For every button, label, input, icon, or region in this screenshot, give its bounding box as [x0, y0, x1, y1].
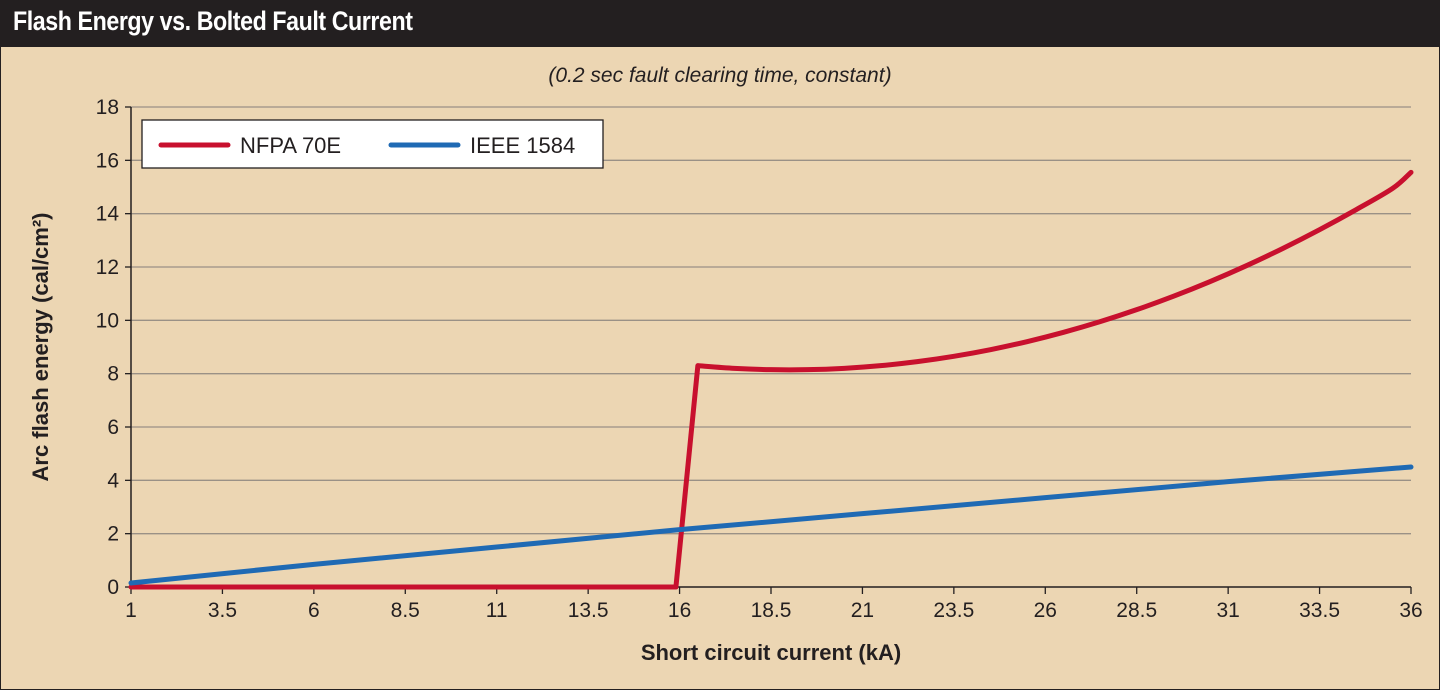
x-tick-labels: 1 3.5 6 8.5 11 13.5 16 18.5 21 23.5 26 28.5 31 33.5 36 — [125, 599, 1423, 622]
grid-lines — [131, 106, 1411, 535]
chart-subtitle: (0.2 sec fault clearing time, constant) — [548, 64, 891, 87]
x-tick-label: 33.5 — [1299, 599, 1340, 622]
x-tick-label: 31 — [1216, 599, 1239, 622]
x-tick-label: 23.5 — [933, 599, 974, 622]
y-tick-label: 12 — [96, 256, 119, 279]
x-tick-label: 11 — [486, 599, 508, 622]
chart-title: Flash Energy vs. Bolted Fault Current — [13, 6, 413, 36]
x-tick-label: 36 — [1399, 599, 1422, 622]
y-tick-label: 0 — [107, 576, 119, 599]
y-tick-label: 16 — [96, 149, 119, 172]
series-lines — [128, 169, 1414, 590]
x-tick-label: 28.5 — [1116, 599, 1157, 622]
x-tick-label: 3.5 — [208, 599, 237, 622]
y-axis-title: Arc flash energy (cal/cm²) — [28, 213, 53, 482]
y-tick-label: 4 — [107, 469, 119, 492]
legend-label: NFPA 70E — [240, 133, 341, 158]
legend-label: IEEE 1584 — [470, 133, 575, 158]
y-tick-label: 8 — [107, 363, 119, 386]
y-tick-label: 14 — [96, 203, 120, 226]
title-bar: Flash Energy vs. Bolted Fault Current — [1, 1, 1439, 47]
x-tick-label: 1 — [125, 599, 137, 622]
x-tick-label: 18.5 — [751, 599, 792, 622]
x-axis-title: Short circuit current (kA) — [641, 640, 901, 665]
x-tick-label: 26 — [1034, 599, 1057, 622]
x-tick-label: 21 — [851, 599, 874, 622]
series-line-nfpa-70e — [128, 169, 1414, 590]
y-tick-labels: 0 2 4 6 8 10 12 14 16 18 — [96, 96, 120, 599]
x-tick-label: 8.5 — [391, 599, 420, 622]
legend: NFPA 70E IEEE 1584 — [141, 119, 604, 169]
x-tick-label: 6 — [308, 599, 320, 622]
y-tick-label: 10 — [96, 309, 119, 332]
x-tick-label: 13.5 — [568, 599, 609, 622]
y-tick-label: 6 — [107, 416, 119, 439]
y-tick-label: 18 — [96, 96, 119, 119]
x-tick-label: 16 — [668, 599, 691, 622]
series-line-ieee-1584 — [128, 464, 1414, 586]
y-tick-label: 2 — [107, 523, 119, 546]
